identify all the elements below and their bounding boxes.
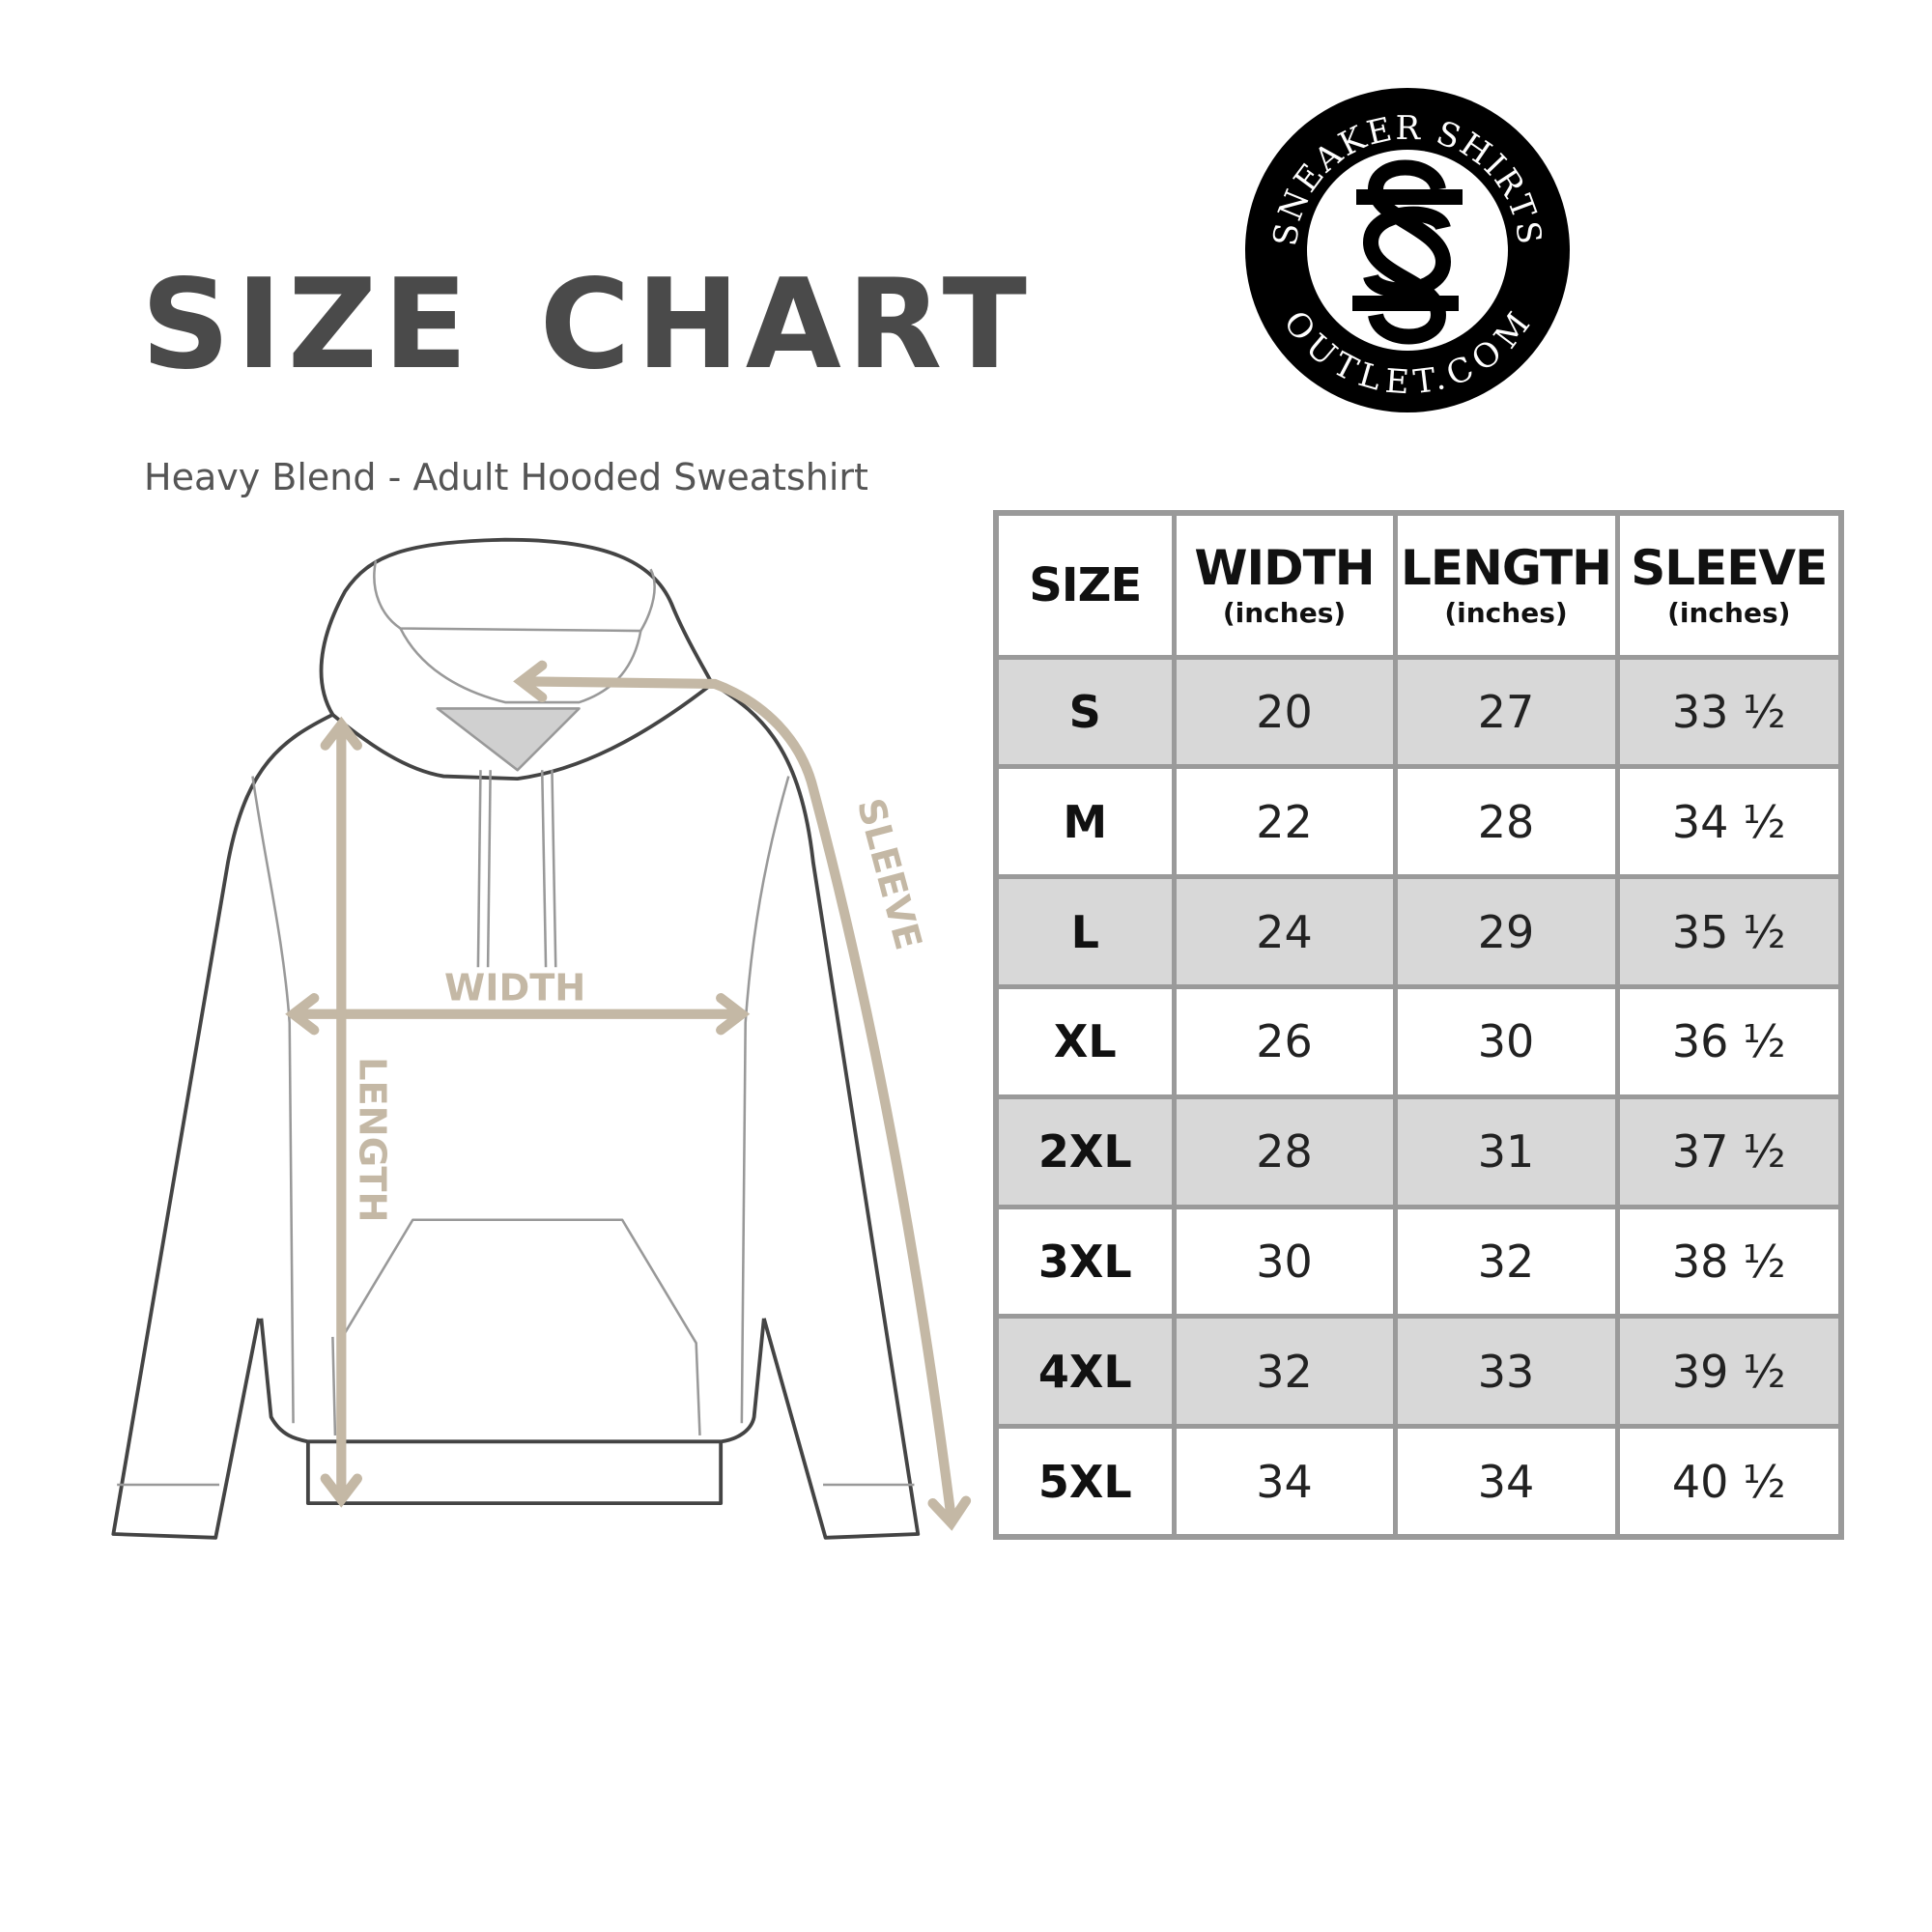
size-cell: XL bbox=[993, 984, 1177, 1099]
sleeve-arrow bbox=[518, 676, 956, 1523]
sleeve-cell: 35 ½ bbox=[1614, 874, 1844, 989]
length-label: LENGTH bbox=[350, 1057, 393, 1222]
page-title: SIZE CHART bbox=[141, 253, 1033, 397]
size-cell: 2XL bbox=[993, 1094, 1177, 1209]
width-cell: 30 bbox=[1171, 1204, 1398, 1320]
sleeve-cell: 37 ½ bbox=[1614, 1094, 1844, 1209]
sleeve-cell: 38 ½ bbox=[1614, 1204, 1844, 1320]
table-row: 3XL 30 32 38 ½ bbox=[993, 1204, 1844, 1320]
table-row: 4XL 32 33 39 ½ bbox=[993, 1314, 1844, 1430]
size-cell: M bbox=[993, 764, 1177, 880]
measure-arrows bbox=[285, 660, 972, 1531]
table-row: M 22 28 34 ½ bbox=[993, 764, 1844, 880]
hoodie-outline bbox=[111, 537, 921, 1540]
sleeve-cell: 33 ½ bbox=[1614, 654, 1844, 770]
width-cell: 28 bbox=[1171, 1094, 1398, 1209]
sleeve-cell: 39 ½ bbox=[1614, 1314, 1844, 1430]
product-subtitle: Heavy Blend - Adult Hooded Sweatshirt bbox=[144, 456, 868, 498]
sleeve-cell: 34 ½ bbox=[1614, 764, 1844, 880]
sleeve-cell: 36 ½ bbox=[1614, 984, 1844, 1099]
length-cell: 31 bbox=[1392, 1094, 1620, 1209]
table-row: 2XL 28 31 37 ½ bbox=[993, 1094, 1844, 1209]
header-size: SIZE bbox=[993, 510, 1177, 660]
table-header-row: SIZE WIDTH (inches) LENGTH (inches) SLEEVE… bbox=[993, 510, 1844, 660]
length-cell: 34 bbox=[1392, 1424, 1620, 1540]
size-cell: 5XL bbox=[993, 1424, 1177, 1540]
width-label: WIDTH bbox=[444, 967, 585, 1010]
header-sleeve: SLEEVE (inches) bbox=[1614, 510, 1844, 660]
length-cell: 33 bbox=[1392, 1314, 1620, 1430]
sleeve-label: SLEEVE bbox=[848, 794, 930, 954]
table-row: XL 26 30 36 ½ bbox=[993, 984, 1844, 1099]
header-width: WIDTH (inches) bbox=[1171, 510, 1398, 660]
width-cell: 20 bbox=[1171, 654, 1398, 770]
brand-logo: SNEAKER SHIRTS OUTLET.COM bbox=[1245, 88, 1570, 412]
length-cell: 32 bbox=[1392, 1204, 1620, 1320]
length-cell: 27 bbox=[1392, 654, 1620, 770]
table-row: S 20 27 33 ½ bbox=[993, 654, 1844, 770]
monogram-icon bbox=[1352, 159, 1463, 345]
width-cell: 22 bbox=[1171, 764, 1398, 880]
width-cell: 34 bbox=[1171, 1424, 1398, 1540]
table-row: 5XL 34 34 40 ½ bbox=[993, 1424, 1844, 1540]
size-cell: 3XL bbox=[993, 1204, 1177, 1320]
size-cell: S bbox=[993, 654, 1177, 770]
size-cell: L bbox=[993, 874, 1177, 989]
table-row: L 24 29 35 ½ bbox=[993, 874, 1844, 989]
sleeve-cell: 40 ½ bbox=[1614, 1424, 1844, 1540]
length-cell: 29 bbox=[1392, 874, 1620, 989]
length-cell: 28 bbox=[1392, 764, 1620, 880]
size-cell: 4XL bbox=[993, 1314, 1177, 1430]
size-table: SIZE WIDTH (inches) LENGTH (inches) SLEEVE… bbox=[993, 510, 1844, 1540]
width-cell: 24 bbox=[1171, 874, 1398, 989]
width-cell: 32 bbox=[1171, 1314, 1398, 1430]
header-length: LENGTH (inches) bbox=[1392, 510, 1620, 660]
width-cell: 26 bbox=[1171, 984, 1398, 1099]
length-cell: 30 bbox=[1392, 984, 1620, 1099]
